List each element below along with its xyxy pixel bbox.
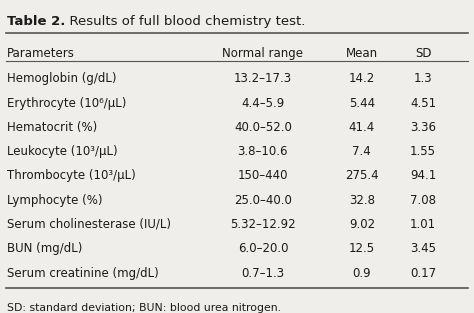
- Text: 40.0–52.0: 40.0–52.0: [234, 121, 292, 134]
- Text: 1.01: 1.01: [410, 218, 436, 231]
- Text: Serum cholinesterase (IU/L): Serum cholinesterase (IU/L): [7, 218, 171, 231]
- Text: 9.02: 9.02: [349, 218, 375, 231]
- Text: 3.45: 3.45: [410, 242, 436, 255]
- Text: 5.44: 5.44: [349, 97, 375, 110]
- Text: BUN (mg/dL): BUN (mg/dL): [7, 242, 82, 255]
- Text: 1.3: 1.3: [414, 72, 432, 85]
- Text: Results of full blood chemistry test.: Results of full blood chemistry test.: [61, 15, 306, 28]
- Text: 12.5: 12.5: [349, 242, 375, 255]
- Text: 275.4: 275.4: [345, 169, 379, 182]
- Text: 25.0–40.0: 25.0–40.0: [234, 194, 292, 207]
- Text: Mean: Mean: [346, 47, 378, 60]
- Text: 1.55: 1.55: [410, 145, 436, 158]
- Text: Hemoglobin (g/dL): Hemoglobin (g/dL): [7, 72, 117, 85]
- Text: 4.4–5.9: 4.4–5.9: [241, 97, 284, 110]
- Text: Erythrocyte (10⁶/μL): Erythrocyte (10⁶/μL): [7, 97, 127, 110]
- Text: 14.2: 14.2: [349, 72, 375, 85]
- Text: 3.36: 3.36: [410, 121, 436, 134]
- Text: 5.32–12.92: 5.32–12.92: [230, 218, 296, 231]
- Text: SD: standard deviation; BUN: blood urea nitrogen.: SD: standard deviation; BUN: blood urea …: [7, 303, 281, 313]
- Text: Thrombocyte (10³/μL): Thrombocyte (10³/μL): [7, 169, 136, 182]
- Text: 150–440: 150–440: [237, 169, 288, 182]
- Text: Serum creatinine (mg/dL): Serum creatinine (mg/dL): [7, 266, 159, 280]
- Text: 7.08: 7.08: [410, 194, 436, 207]
- Text: SD: SD: [415, 47, 431, 60]
- Text: 4.51: 4.51: [410, 97, 436, 110]
- Text: 0.17: 0.17: [410, 266, 436, 280]
- Text: 13.2–17.3: 13.2–17.3: [234, 72, 292, 85]
- Text: 0.7–1.3: 0.7–1.3: [241, 266, 284, 280]
- Text: 7.4: 7.4: [353, 145, 371, 158]
- Text: 41.4: 41.4: [349, 121, 375, 134]
- Text: 3.8–10.6: 3.8–10.6: [237, 145, 288, 158]
- Text: Lymphocyte (%): Lymphocyte (%): [7, 194, 102, 207]
- Text: 94.1: 94.1: [410, 169, 436, 182]
- Text: Leukocyte (10³/μL): Leukocyte (10³/μL): [7, 145, 118, 158]
- Text: 0.9: 0.9: [353, 266, 371, 280]
- Text: Normal range: Normal range: [222, 47, 303, 60]
- Text: Table 2.: Table 2.: [7, 15, 65, 28]
- Text: 32.8: 32.8: [349, 194, 375, 207]
- Text: Hematocrit (%): Hematocrit (%): [7, 121, 97, 134]
- Text: Parameters: Parameters: [7, 47, 75, 60]
- Text: 6.0–20.0: 6.0–20.0: [237, 242, 288, 255]
